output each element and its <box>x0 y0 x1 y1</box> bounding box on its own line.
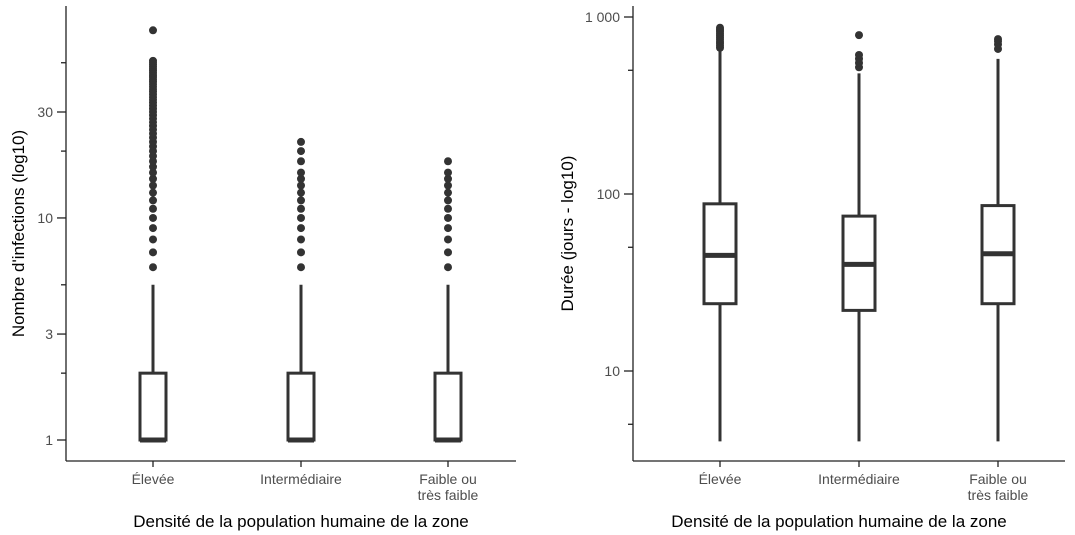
outlier-point <box>994 35 1002 44</box>
x-tick-label-line: très faible <box>418 487 479 503</box>
boxplot-2: Intermédiaire <box>260 137 342 487</box>
outlier-point <box>149 213 157 222</box>
outlier-point <box>149 188 157 197</box>
outlier-point <box>444 168 452 177</box>
x-tick-label-line: Intermédiaire <box>818 471 900 487</box>
outlier-point <box>444 196 452 205</box>
iqr-box <box>286 371 316 442</box>
outlier-point <box>149 168 157 177</box>
outlier-point <box>444 224 452 233</box>
y-tick-label: 30 <box>37 104 53 120</box>
y-axis-title: Durée (jours - log10) <box>558 156 577 312</box>
outlier-point <box>149 235 157 244</box>
outlier-point <box>297 224 305 233</box>
outlier-point <box>297 174 305 183</box>
x-tick-label: Faible ou très faible <box>418 471 479 503</box>
outlier-point <box>297 168 305 177</box>
boxplot-3: Faible ou très faible <box>418 157 479 503</box>
outlier-point <box>716 23 724 32</box>
x-tick-label-line: Faible ou <box>969 471 1027 487</box>
boxplot-1: Élevée <box>132 26 175 487</box>
y-tick-label: 10 <box>604 363 620 379</box>
outlier-point <box>297 213 305 222</box>
outlier-point <box>297 147 305 156</box>
outlier-point <box>444 188 452 197</box>
x-tick-label: Élevée <box>132 471 175 487</box>
boxplot-1: Élevée <box>699 23 742 487</box>
chart-panel-1: 1 3 10 30 Élevée Intermédiaire Faible ou très f… <box>9 6 516 531</box>
outlier-point <box>149 204 157 213</box>
outlier-point <box>444 263 452 272</box>
x-axis-title: Densité de la population humaine de la z… <box>671 512 1007 531</box>
iqr-box <box>433 371 463 442</box>
x-tick-label: Intermédiaire <box>818 471 900 487</box>
outlier-point <box>149 263 157 272</box>
boxplot-3: Faible ou très faible <box>968 35 1029 503</box>
outlier-point <box>149 248 157 257</box>
outlier-point <box>297 137 305 146</box>
outlier-point <box>297 181 305 190</box>
y-tick-label: 3 <box>45 326 53 342</box>
x-axis-title: Densité de la population humaine de la z… <box>133 512 469 531</box>
outlier-point <box>149 174 157 183</box>
outlier-point <box>444 248 452 257</box>
y-tick-label: 1 000 <box>585 9 620 25</box>
outlier-point <box>297 157 305 166</box>
y-axis-title: Nombre d'infections (log10) <box>9 130 28 337</box>
outlier-point <box>444 181 452 190</box>
x-tick-label: Intermédiaire <box>260 471 342 487</box>
outlier-point <box>444 174 452 183</box>
outlier-point <box>149 224 157 233</box>
outlier-point <box>149 26 157 35</box>
x-tick-label-line: Faible ou <box>419 471 477 487</box>
outlier-point <box>855 50 863 59</box>
y-tick-label: 1 <box>45 432 53 448</box>
outlier-point <box>149 196 157 205</box>
x-tick-label-line: Élevée <box>132 471 175 487</box>
outlier-point <box>444 204 452 213</box>
x-tick-label: Élevée <box>699 471 742 487</box>
outlier-point <box>444 235 452 244</box>
outlier-point <box>297 196 305 205</box>
chart-panel-2: 10 100 1 000 Élevée Intermédiaire Faible ou tr… <box>558 6 1065 531</box>
x-tick-label: Faible ou très faible <box>968 471 1029 503</box>
outlier-point <box>297 248 305 257</box>
outlier-point <box>297 263 305 272</box>
outlier-point <box>149 56 157 65</box>
outlier-point <box>297 235 305 244</box>
outlier-point <box>855 31 863 40</box>
y-tick-label: 10 <box>37 210 53 226</box>
outlier-point <box>149 181 157 190</box>
x-tick-label-line: Élevée <box>699 471 742 487</box>
outlier-point <box>149 162 157 171</box>
outlier-point <box>297 204 305 213</box>
outlier-point <box>444 157 452 166</box>
iqr-box <box>138 371 168 442</box>
boxplot-2: Intermédiaire <box>818 31 900 487</box>
outlier-point <box>297 188 305 197</box>
x-tick-label-line: Intermédiaire <box>260 471 342 487</box>
outlier-point <box>444 213 452 222</box>
y-tick-label: 100 <box>597 186 621 202</box>
x-tick-label-line: très faible <box>968 487 1029 503</box>
